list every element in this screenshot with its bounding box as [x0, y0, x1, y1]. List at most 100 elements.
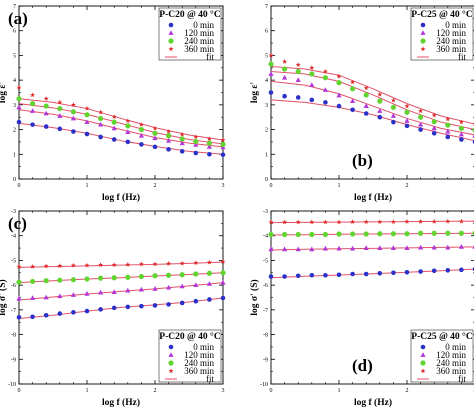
panel-b-0-min-point	[336, 103, 342, 109]
panel-a-240-min-point	[179, 136, 185, 142]
panel-d-0-min-point	[323, 272, 328, 278]
panel-b-120-min-point	[445, 128, 451, 134]
panel-b-120-min-point	[350, 98, 356, 104]
panel-c-legend-title: P-C20 @ 40 °C	[159, 331, 221, 342]
panel-d-ylabel: log σ' (S)	[249, 279, 260, 315]
panel-b-360-min-point	[377, 91, 383, 97]
panel-d-0-min-point	[377, 270, 383, 276]
panel-a-360-min-point	[138, 122, 144, 127]
panel-c: 0 1 2 3 -10 -9 -8 -7 -6 -5 -4 -3 log f (Hz) log σ' (S…	[0, 209, 226, 408]
panel-d-0-min-point	[350, 271, 355, 277]
panel-b-0-min-point	[445, 134, 451, 140]
panel-b-legend-entry: fit	[458, 52, 466, 62]
panel-d-120-min-point	[431, 244, 437, 250]
panel-a-0-min-point	[139, 142, 144, 147]
panel-b-240-min-point	[322, 75, 328, 81]
panel-b-240-min-point	[336, 80, 342, 86]
panel-d-240-min-point	[377, 231, 383, 237]
panel-b-legend-entry: 0 min	[445, 20, 466, 30]
panel-b-360-min-point	[295, 62, 301, 67]
panel-c-0-min-point	[179, 300, 185, 306]
panel-a-360-min-point	[125, 118, 131, 124]
panel-a-360-min-point	[84, 105, 90, 111]
panel-a: 0 1 2 3 0 1 2 3 4 5 6 7 log f (Hz) log ε' P-C20 @ 40 °…	[0, 4, 226, 203]
panel-c-legend-entry: fit	[206, 374, 214, 384]
panel-d-0-min-point	[309, 272, 315, 278]
panel-a-ylabel: log ε'	[0, 82, 8, 103]
panel-c-ytick-label: -9	[11, 357, 16, 363]
panel-c-240-min-point	[166, 272, 172, 278]
panel-a-0-min-point	[152, 144, 158, 150]
panel-a-120-min-point	[166, 137, 172, 143]
panel-a-0-min-point	[193, 150, 199, 156]
panel-c-360-min-point	[125, 262, 131, 267]
panel-a-ytick-label: 4	[13, 78, 16, 84]
panel-d-240-min-point	[445, 230, 451, 236]
panel-b-ytick-label: 6	[265, 29, 268, 35]
panel-c-0-min-point	[71, 310, 76, 315]
panel-d-120-min-point	[295, 246, 301, 252]
panel-a-label: (a)	[8, 9, 28, 28]
panel-d-0-min-point	[363, 271, 369, 277]
panel-d-xtick-label: 0	[270, 388, 273, 394]
panel-a-ytick-label: 7	[13, 4, 16, 10]
panel-c-360-min-point	[43, 263, 49, 269]
panel-c-ytick-label: -8	[11, 333, 16, 339]
panel-a-360-min-point	[166, 128, 172, 134]
panel-c-360-min-point	[16, 264, 22, 269]
panel-b-120-min-point	[418, 121, 424, 127]
panel-a-fit-line-1	[18, 122, 224, 155]
panel-a-360-min-point	[220, 137, 226, 143]
panel-a-legend-entry: 240 min	[184, 36, 214, 46]
panel-b-ytick-label: 7	[265, 4, 268, 10]
panel-b-0-min-point	[350, 107, 355, 113]
panel-b-0-min-point	[391, 119, 396, 125]
panel-c-0-min-point	[220, 295, 226, 301]
panel-a-ytick-label: 5	[13, 53, 16, 59]
panel-c-120-min-point	[98, 289, 104, 295]
panel-c-240-min-point	[43, 278, 49, 284]
panel-d-120-min-point	[268, 246, 274, 252]
panel-a-ytick-label: 2	[13, 128, 16, 134]
panel-a-fit-line-4	[18, 98, 224, 141]
panel-b-240-min-point	[445, 122, 451, 128]
panel-d-240-min-point	[390, 231, 396, 237]
panel-b-120-min-point	[363, 103, 369, 108]
panel-d-360-min-point	[404, 219, 410, 224]
panel-a-legend-marker-240-min	[168, 38, 174, 44]
panel-c-120-min-point	[138, 286, 144, 292]
panel-c-label: (c)	[8, 214, 27, 233]
panel-d-240-min-point	[363, 231, 369, 237]
panel-a-360-min-point	[111, 114, 117, 119]
panel-b-240-min-point	[295, 68, 301, 75]
panel-d-360-min-point	[458, 218, 464, 224]
panel-c-fit-line-3	[18, 272, 224, 284]
panel-d-240-min-point	[336, 231, 342, 237]
panel-b-ylabel: log ε'	[250, 82, 260, 103]
panel-a-360-min-point	[98, 109, 104, 115]
panel-b-ytick-label: 5	[265, 53, 268, 59]
panel-c-0-min-point	[166, 302, 171, 307]
panel-b-360-min-point	[282, 59, 288, 64]
panel-a-legend-entry: 120 min	[184, 28, 214, 38]
panel-d-0-min-point	[459, 267, 464, 273]
panel-a-120-min-point	[206, 144, 212, 149]
panel-a-360-min-point	[30, 92, 36, 98]
panel-c-fit-line-2	[18, 282, 224, 301]
panel-c-legend-marker-120-min	[168, 352, 174, 357]
panel-d-fit-line-4	[270, 220, 474, 224]
panel-c-120-min-point	[220, 279, 226, 285]
panel-a-legend-marker-120-min	[168, 30, 174, 35]
panel-d-360-min-point	[363, 219, 369, 224]
panel-a-360-min-point	[179, 131, 185, 137]
panel-a-360-min-point	[152, 125, 158, 131]
panel-c-legend-marker-0-min	[168, 344, 174, 350]
panel-c-120-min-point	[152, 286, 158, 291]
panel-d-legend-title: P-C25 @ 40 °C	[411, 331, 473, 342]
panel-b-240-min-point	[458, 125, 464, 131]
panel-c-360-min-point	[193, 260, 199, 265]
panel-c-0-min-point	[84, 308, 90, 314]
